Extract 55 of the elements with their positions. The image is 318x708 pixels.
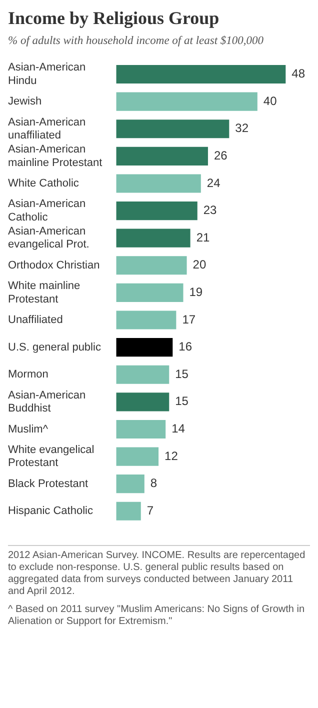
bar [116, 474, 144, 494]
data-label: 21 [196, 230, 210, 244]
y-tick-label: Asian-American Buddhist [8, 389, 86, 415]
bar [116, 92, 258, 111]
bar [116, 447, 159, 466]
bar [116, 365, 170, 384]
bar [116, 420, 166, 439]
y-tick-label: U.S. general public [8, 341, 102, 354]
y-tick-label: Muslim^ [8, 423, 49, 436]
data-label: 24 [206, 176, 221, 190]
chart-subtitle: % of adults with household income of at least $100,000 [8, 35, 265, 47]
chart-title: Income by Religious Group [8, 8, 220, 29]
data-label: 20 [192, 258, 206, 272]
data-label: 8 [150, 476, 158, 490]
bar [116, 120, 230, 138]
data-label: 14 [172, 422, 186, 436]
y-tick-label: White evangelical Protestant [8, 444, 94, 470]
y-tick-label: Hispanic Catholic [8, 505, 94, 518]
bar [116, 146, 208, 166]
y-tick-label: Asian-American unaffiliated [8, 116, 86, 142]
text: 2012 Asian-American Survey. INCOME. Results are repercentaged to exclude non-response. U.S. general public results based on aggregated data from surveys conducted between January 2011 and April 2012. [8, 550, 306, 598]
bar [116, 283, 184, 302]
y-tick-label: Unaffiliated [8, 314, 63, 326]
bar [116, 256, 187, 275]
bar [116, 392, 170, 412]
bar [116, 174, 201, 193]
bar [116, 310, 176, 330]
bar [116, 502, 141, 520]
y-tick-label: Asian-American Catholic [8, 198, 86, 224]
data-label: 15 [175, 394, 189, 408]
data-label: 17 [182, 312, 196, 326]
data-label: 7 [146, 503, 154, 518]
data-label: 48 [292, 66, 306, 81]
data-label: 16 [178, 340, 192, 354]
y-tick-label: Asian-American evangelical Prot. [8, 226, 90, 251]
data-label: 40 [263, 94, 278, 108]
data-label: 19 [189, 285, 203, 300]
y-tick-label: Asian-American Hindu [8, 62, 86, 87]
data-label: 32 [235, 121, 249, 136]
bar [116, 338, 173, 357]
bar [116, 228, 190, 248]
y-tick-label: White mainline Protestant [8, 280, 80, 306]
y-tick-label: Asian-American mainline Protestant [8, 144, 102, 169]
data-label: 15 [175, 366, 189, 381]
text: ^ Based on 2011 survey "Muslim Americans: No Signs of Growth in Alienation or Support for Extremism." [8, 604, 306, 628]
y-tick-label: White Catholic [8, 178, 80, 190]
y-tick-label: Black Protestant [8, 478, 88, 490]
bar [116, 64, 286, 84]
data-label: 23 [203, 203, 218, 218]
bar [116, 202, 198, 220]
data-label: 26 [214, 148, 228, 162]
data-label: 12 [164, 448, 178, 463]
y-tick-label: Orthodox Christian [8, 259, 100, 272]
y-tick-label: Mormon [8, 368, 48, 381]
y-tick-label: Jewish [8, 96, 42, 108]
